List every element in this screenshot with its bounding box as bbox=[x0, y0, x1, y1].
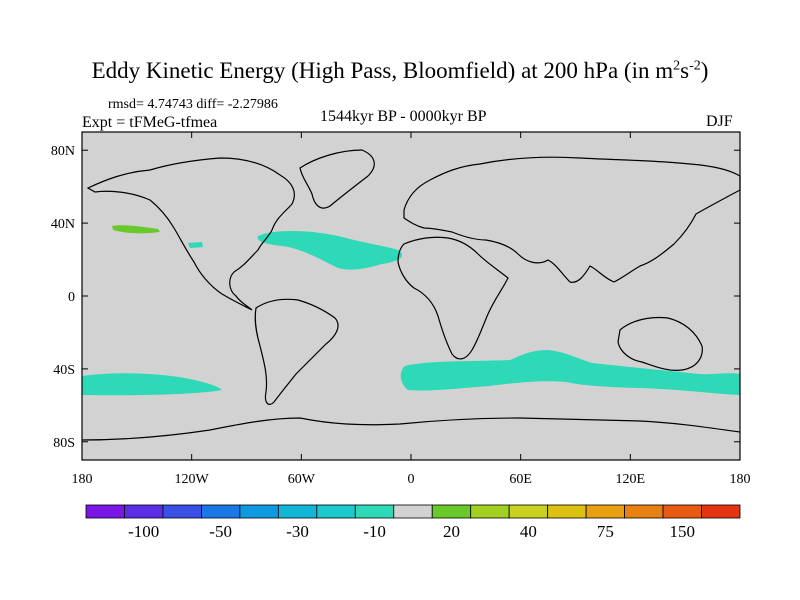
period-text: 1544kyr BP - 0000kyr BP bbox=[320, 108, 487, 125]
colorbar-label: -10 bbox=[363, 522, 386, 541]
lon-tick-label: 60E bbox=[509, 472, 532, 487]
colorbar-swatch bbox=[701, 504, 741, 519]
lat-tick-label: 0 bbox=[68, 290, 75, 305]
coastline-greenland bbox=[299, 149, 375, 209]
colorbar-swatch bbox=[662, 504, 702, 519]
colorbar-swatch bbox=[431, 504, 472, 519]
colorbar-label: -30 bbox=[286, 522, 309, 541]
lon-tick-label: 60W bbox=[288, 472, 316, 487]
colorbar-swatch bbox=[585, 504, 625, 519]
coastline-south-america bbox=[254, 298, 339, 405]
lon-tick-label: 180 bbox=[72, 472, 93, 487]
colorbar-swatch bbox=[277, 504, 318, 519]
colorbar-label: 75 bbox=[597, 522, 614, 541]
colorbar-swatch bbox=[85, 504, 125, 519]
season-text: DJF bbox=[706, 113, 733, 130]
colorbar-swatch bbox=[547, 504, 587, 519]
colorbar-swatch bbox=[508, 504, 549, 519]
anomaly-region-north-atlantic bbox=[257, 230, 403, 270]
colorbar: -100 -50 -30 -10 20 40 75 150 bbox=[85, 504, 741, 541]
colorbar-label: 20 bbox=[443, 522, 460, 541]
colorbar-swatch bbox=[624, 504, 664, 519]
map-axis-ticks: 80N 40N 0 40S 80S 180 120W 60W 0 60E 120E 180 bbox=[51, 132, 751, 487]
colorbar-swatch bbox=[201, 504, 241, 519]
coastline-north-america bbox=[86, 157, 295, 311]
positive-region-north-pacific bbox=[112, 225, 160, 234]
lat-tick-label: 40S bbox=[53, 363, 75, 378]
colorbar-swatch bbox=[393, 504, 433, 519]
lat-tick-label: 80S bbox=[53, 436, 75, 451]
map-title: Eddy Kinetic Energy (High Pass, Bloomfie… bbox=[91, 58, 709, 83]
anomaly-region-pacific-patch bbox=[188, 242, 203, 248]
colorbar-swatch bbox=[124, 504, 164, 519]
colorbar-label: 150 bbox=[670, 522, 696, 541]
coastline-australia bbox=[617, 316, 703, 371]
colorbar-swatch bbox=[354, 504, 395, 519]
experiment-text: Expt = tFMeG-tfmea bbox=[82, 114, 218, 131]
map-background bbox=[82, 132, 740, 460]
coastline-antarctica bbox=[81, 417, 741, 441]
coastline-eurasia bbox=[403, 156, 741, 283]
colorbar-swatch bbox=[162, 504, 202, 519]
stats-text: rmsd= 4.74743 diff= -2.27986 bbox=[108, 97, 278, 112]
colorbar-swatch bbox=[316, 504, 356, 519]
colorbar-swatch bbox=[470, 504, 510, 519]
lat-tick-label: 80N bbox=[51, 144, 75, 159]
lon-tick-label: 0 bbox=[408, 472, 415, 487]
map-plot-area bbox=[81, 131, 741, 461]
coastline-africa bbox=[397, 236, 509, 360]
lon-tick-label: 120W bbox=[175, 472, 210, 487]
lon-tick-label: 180 bbox=[730, 472, 751, 487]
lon-tick-label: 120E bbox=[616, 472, 646, 487]
lat-tick-label: 40N bbox=[51, 217, 75, 232]
colorbar-label: -100 bbox=[128, 522, 159, 541]
anomaly-region-southern-ocean-east bbox=[400, 350, 740, 395]
anomaly-region-southern-ocean-west bbox=[82, 373, 222, 396]
colorbar-label: -50 bbox=[209, 522, 232, 541]
colorbar-label: 40 bbox=[520, 522, 537, 541]
colorbar-swatch bbox=[239, 504, 279, 519]
